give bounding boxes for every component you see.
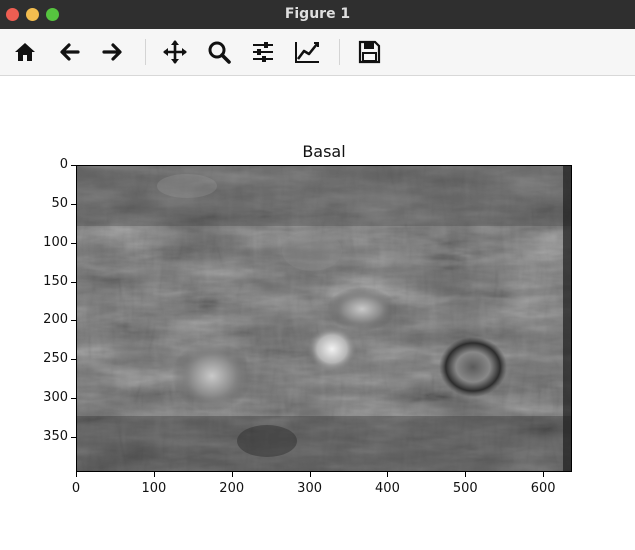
x-tick-label: 0 xyxy=(71,481,81,496)
pan-button[interactable] xyxy=(162,39,188,65)
x-tick-label: 400 xyxy=(375,481,400,496)
window-titlebar: Figure 1 xyxy=(0,0,635,29)
y-tick-mark xyxy=(71,359,76,361)
x-tick-label: 600 xyxy=(530,481,556,496)
close-window-button[interactable] xyxy=(6,8,19,21)
y-tick-mark xyxy=(71,281,76,283)
home-button[interactable] xyxy=(12,39,38,65)
y-tick-mark xyxy=(71,242,76,244)
plot-title: Basal xyxy=(302,142,346,161)
forward-button[interactable] xyxy=(100,39,126,65)
x-tick-mark xyxy=(387,472,389,477)
pan-icon xyxy=(163,40,187,64)
y-tick-label: 50 xyxy=(51,195,68,211)
toolbar-separator xyxy=(145,39,146,65)
y-tick-label: 150 xyxy=(43,273,68,289)
y-tick-mark xyxy=(71,320,76,322)
x-tick-mark xyxy=(309,472,311,477)
y-tick-label: 0 xyxy=(59,157,68,172)
x-tick-mark xyxy=(153,472,155,477)
y-tick-label: 100 xyxy=(43,234,68,250)
y-tick-label: 250 xyxy=(43,351,68,367)
y-tick-mark xyxy=(71,203,76,205)
y-tick-mark xyxy=(71,398,76,400)
y-tick-mark xyxy=(71,437,76,439)
x-tick-mark xyxy=(76,472,77,477)
grayscale-image xyxy=(77,166,571,471)
save-button[interactable] xyxy=(356,39,382,65)
back-icon xyxy=(60,43,80,61)
x-tick-label: 300 xyxy=(297,481,322,496)
y-tick-label: 350 xyxy=(43,429,68,445)
edit-axis-icon xyxy=(295,42,319,63)
zoom-button[interactable] xyxy=(206,39,232,65)
toolbar xyxy=(0,29,635,76)
figure-canvas[interactable]: Basal xyxy=(0,76,635,550)
axes-image[interactable] xyxy=(76,165,572,472)
save-icon xyxy=(358,40,381,64)
x-tick-label: 200 xyxy=(219,481,245,496)
zoom-icon xyxy=(208,41,231,64)
minimize-window-button[interactable] xyxy=(26,8,39,21)
x-tick-mark xyxy=(465,472,467,477)
x-tick-label: 100 xyxy=(141,481,167,496)
x-tick-mark xyxy=(543,472,545,477)
forward-icon xyxy=(102,43,122,61)
y-tick-label: 300 xyxy=(43,390,68,406)
window-title: Figure 1 xyxy=(284,6,351,22)
edit-axis-button[interactable] xyxy=(294,39,320,65)
back-button[interactable] xyxy=(56,39,82,65)
configure-subplots-button[interactable] xyxy=(250,39,276,65)
y-tick-mark xyxy=(71,165,76,166)
maximize-window-button[interactable] xyxy=(46,8,59,21)
toolbar-separator xyxy=(339,39,340,65)
y-tick-label: 200 xyxy=(43,312,68,328)
configure-subplots-icon xyxy=(253,42,273,62)
home-icon xyxy=(15,43,35,61)
x-tick-label: 500 xyxy=(452,481,478,496)
x-tick-mark xyxy=(231,472,233,477)
